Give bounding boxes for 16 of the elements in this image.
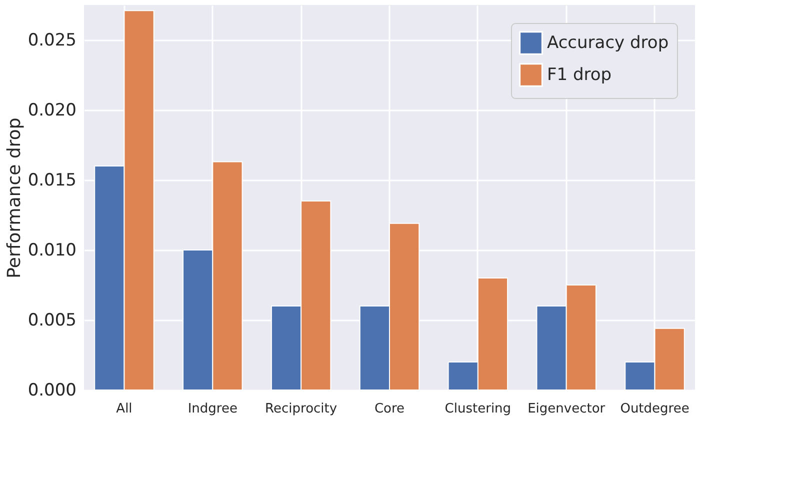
x-tick-label: Clustering [444,402,512,416]
y-tick-label: 0.020 [28,100,76,120]
x-tick-label: Eigenvector [528,402,606,416]
y-tick-label: 0.010 [28,240,76,260]
legend-label: Accuracy drop [547,33,669,53]
y-tick-label: 0.005 [28,310,76,330]
x-tick-label: Reciprocity [265,402,338,416]
y-axis-title: Performance drop [4,118,25,278]
x-tick-label: Outdegree [620,402,690,416]
x-tick-label: Core [374,402,405,416]
x-tick-label: Indgree [188,402,238,416]
y-tick-label: 0.015 [28,170,76,190]
legend-label: F1 drop [547,65,612,85]
y-tick-label: 0.000 [28,380,76,400]
y-tick-label: 0.025 [28,30,76,50]
x-tick-label: All [116,402,132,416]
